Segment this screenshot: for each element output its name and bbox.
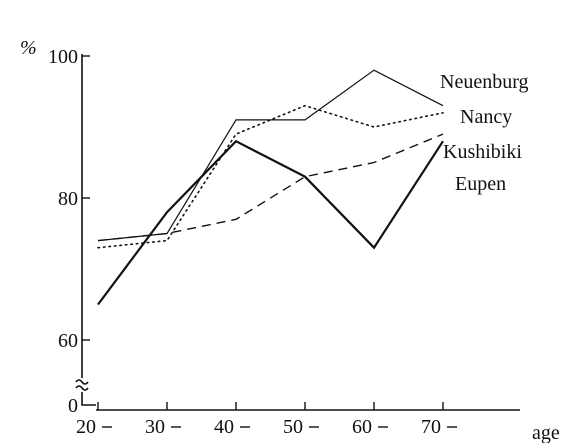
- series-label-eupen: Eupen: [455, 173, 506, 195]
- y-tick-label: 0: [68, 395, 78, 417]
- labels: 0 60 80 100 20 30 40 50 60 70% age Neuenburg Nancy Ku…: [20, 37, 560, 443]
- series-label-kushibiki: Kushibiki: [443, 141, 522, 163]
- y-axis-label: %: [20, 37, 37, 59]
- x-tick-label: 70: [421, 416, 441, 438]
- axes: [75, 54, 520, 411]
- x-tick-label: 40: [214, 416, 234, 438]
- x-tick-label: 30: [145, 416, 165, 438]
- x-axis-label: age: [532, 422, 560, 443]
- x-tick-label: 50: [283, 416, 303, 438]
- y-axis-break-mark: [75, 385, 89, 391]
- y-tick-label: 100: [48, 46, 78, 68]
- series-label-neuenburg: Neuenburg: [440, 71, 529, 93]
- y-tick-label: 60: [58, 330, 78, 352]
- y-axis-break-mark: [75, 379, 89, 385]
- y-axis-base: [81, 392, 96, 406]
- series-label-nancy: Nancy: [460, 106, 512, 128]
- series-layer: [97, 69, 444, 306]
- series-line-nancy: [97, 104, 444, 249]
- x-tick-label: 20: [76, 416, 96, 438]
- series-line-eupen: [97, 133, 444, 242]
- series-line-neuenburg: [97, 69, 444, 242]
- series-line-kushibiki: [97, 139, 444, 306]
- y-tick-label: 80: [58, 188, 78, 210]
- x-tick-label: 60: [352, 416, 372, 438]
